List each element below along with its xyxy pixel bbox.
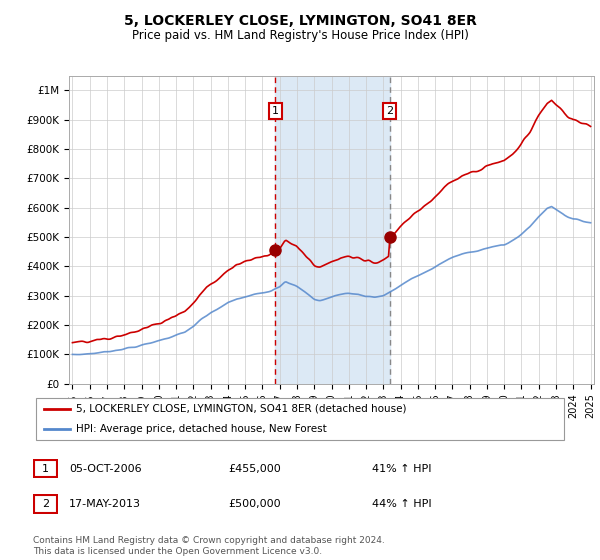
- Text: 5, LOCKERLEY CLOSE, LYMINGTON, SO41 8ER (detached house): 5, LOCKERLEY CLOSE, LYMINGTON, SO41 8ER …: [76, 404, 406, 414]
- Text: 17-MAY-2013: 17-MAY-2013: [69, 499, 141, 509]
- Text: 1: 1: [42, 464, 49, 474]
- FancyBboxPatch shape: [34, 460, 57, 477]
- Text: Price paid vs. HM Land Registry's House Price Index (HPI): Price paid vs. HM Land Registry's House …: [131, 29, 469, 42]
- Text: Contains HM Land Registry data © Crown copyright and database right 2024.
This d: Contains HM Land Registry data © Crown c…: [33, 536, 385, 556]
- Text: 05-OCT-2006: 05-OCT-2006: [69, 464, 142, 474]
- Text: 2: 2: [42, 499, 49, 509]
- Bar: [275, 76, 389, 384]
- Text: £500,000: £500,000: [228, 499, 281, 509]
- Text: 44% ↑ HPI: 44% ↑ HPI: [372, 499, 431, 509]
- FancyBboxPatch shape: [36, 398, 564, 440]
- Text: 2: 2: [386, 106, 393, 116]
- FancyBboxPatch shape: [34, 496, 57, 512]
- Text: 5, LOCKERLEY CLOSE, LYMINGTON, SO41 8ER: 5, LOCKERLEY CLOSE, LYMINGTON, SO41 8ER: [124, 14, 476, 28]
- Text: 1: 1: [272, 106, 279, 116]
- Text: £455,000: £455,000: [228, 464, 281, 474]
- Text: 41% ↑ HPI: 41% ↑ HPI: [372, 464, 431, 474]
- Text: HPI: Average price, detached house, New Forest: HPI: Average price, detached house, New …: [76, 424, 326, 434]
